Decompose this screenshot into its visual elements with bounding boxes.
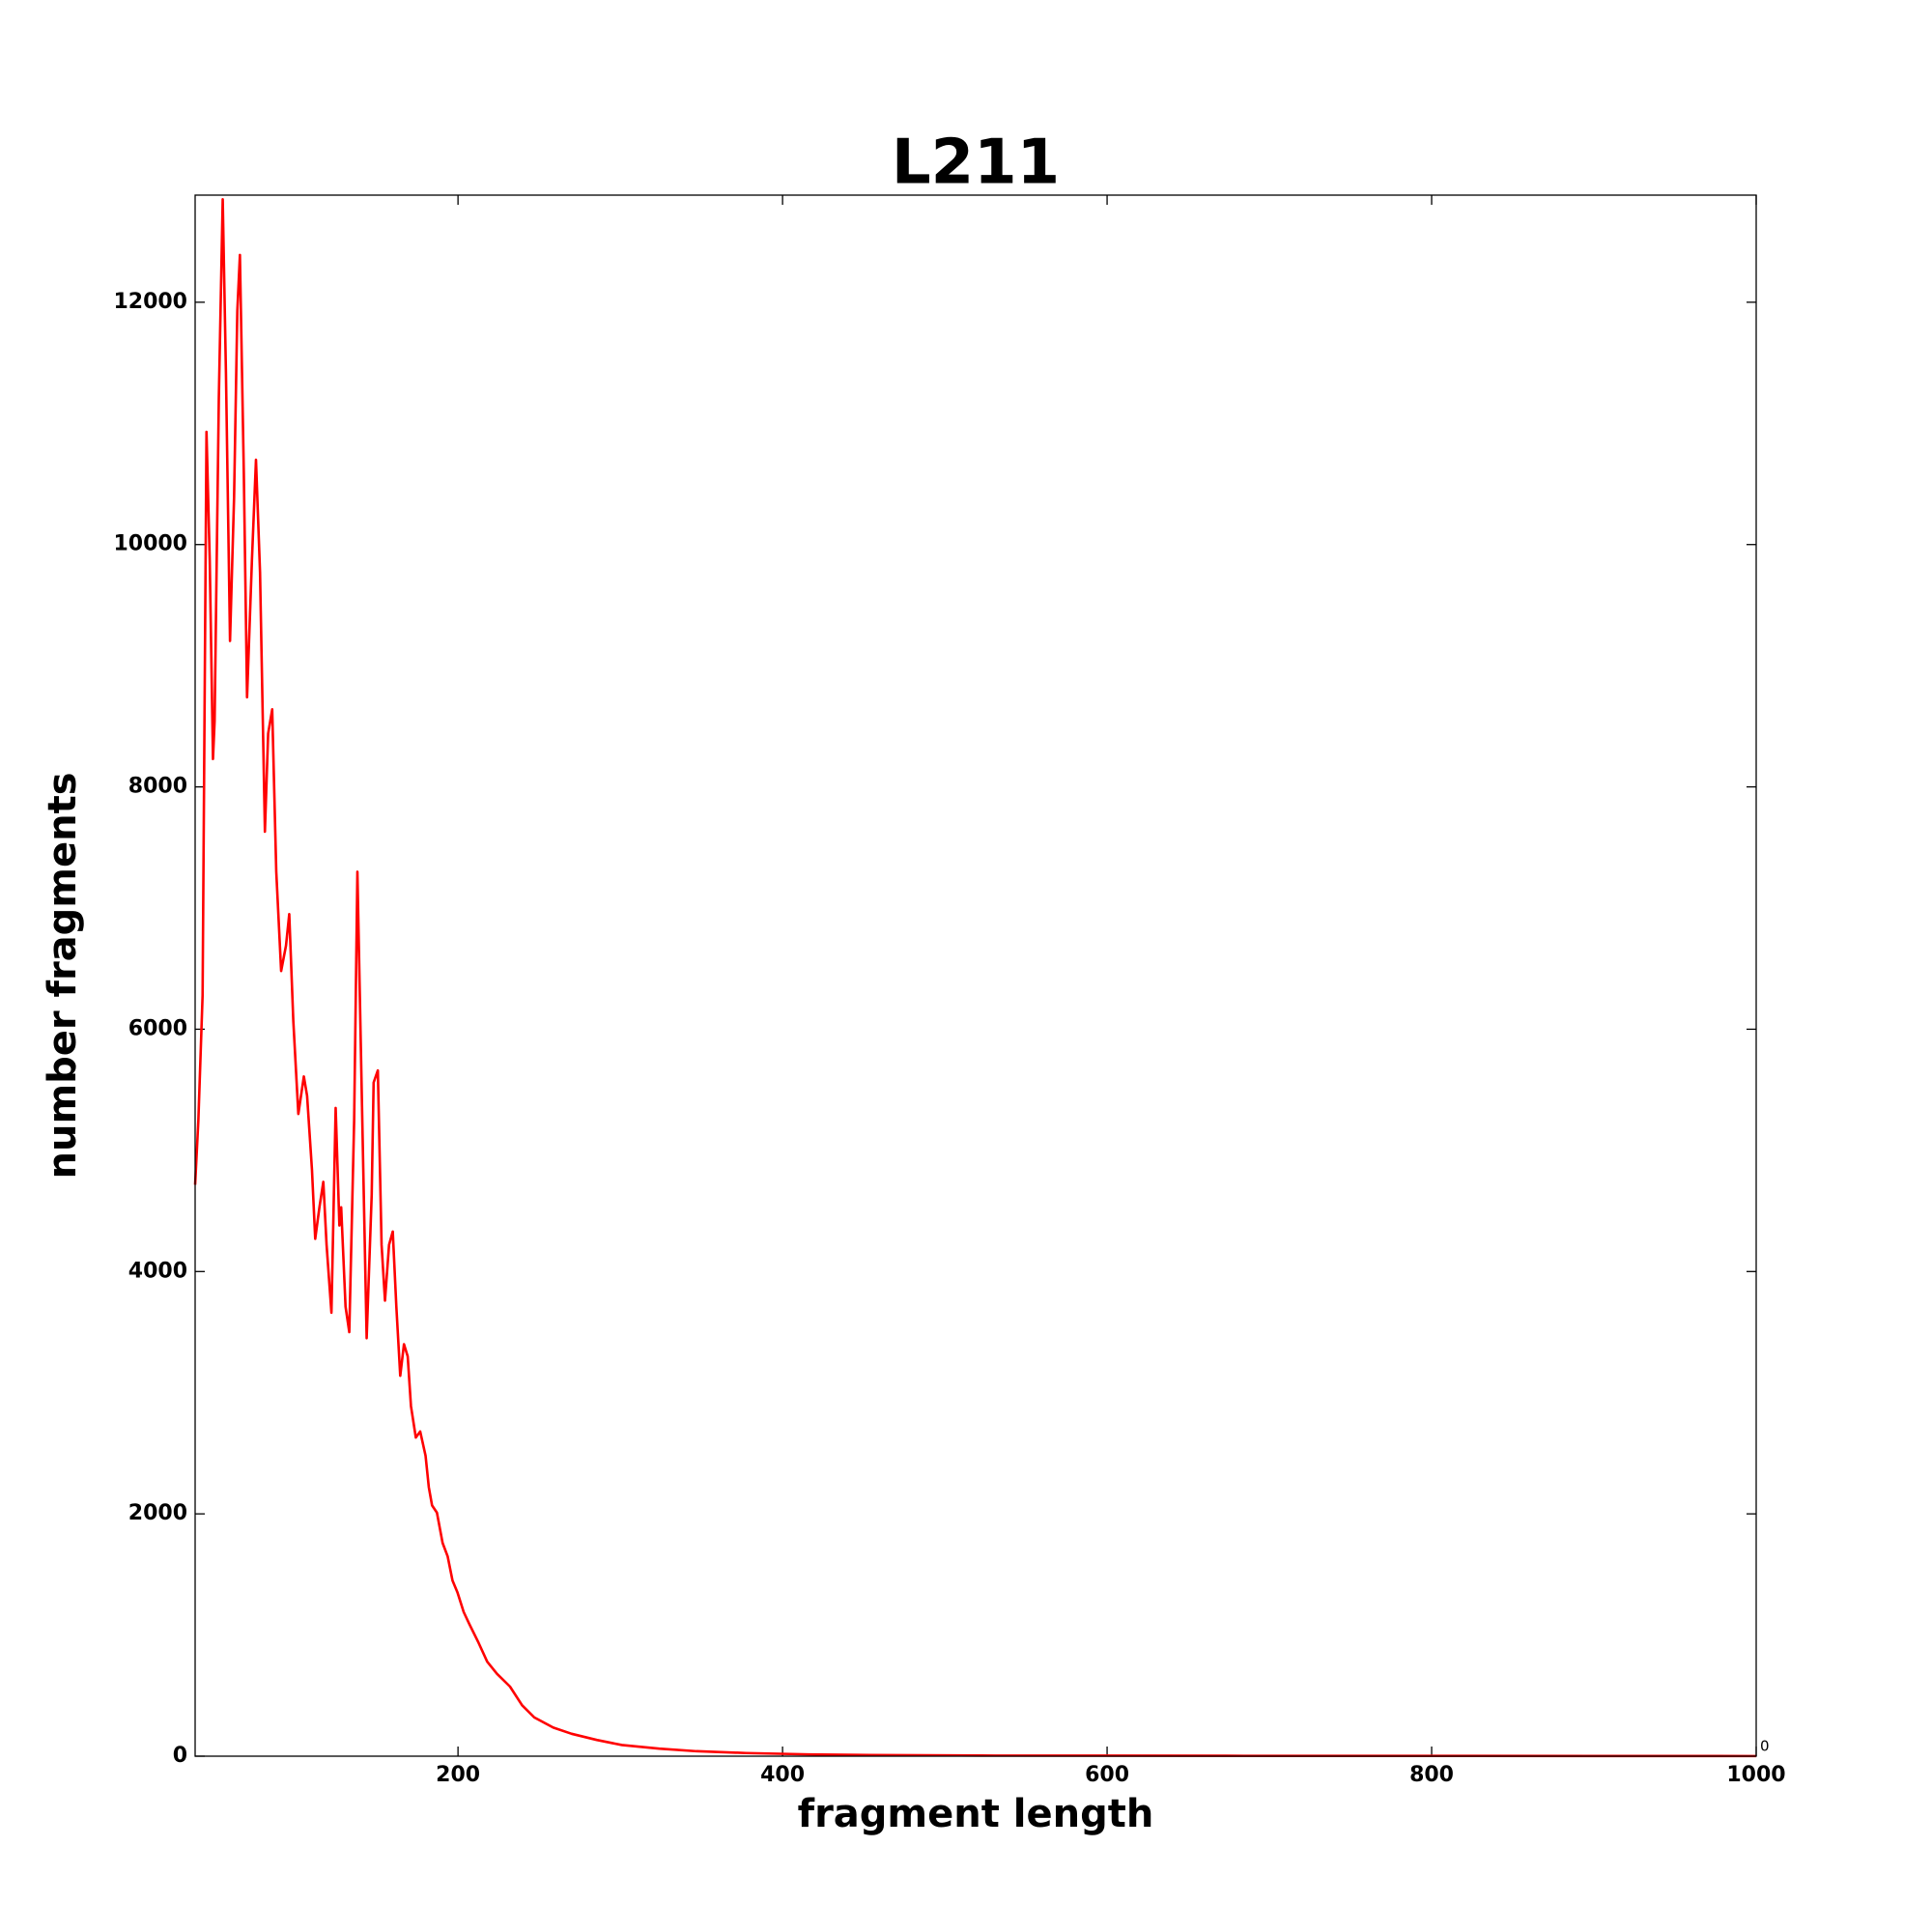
y-tick-label: 4000 bbox=[128, 1259, 187, 1283]
y-axis-label: number fragments bbox=[41, 772, 85, 1179]
x-tick-label: 400 bbox=[760, 1763, 805, 1787]
x-axis-label: fragment length bbox=[798, 1792, 1154, 1836]
y-tick-label: 2000 bbox=[128, 1501, 187, 1525]
y-tick-label: 6000 bbox=[128, 1016, 187, 1040]
data-line bbox=[193, 197, 1757, 1758]
x-tick-label: 600 bbox=[1085, 1763, 1129, 1787]
y-tick-label: 0 bbox=[173, 1744, 187, 1768]
annotation: 0 bbox=[1760, 1738, 1770, 1755]
y-tick-label: 10000 bbox=[113, 532, 187, 556]
x-tick-label: 800 bbox=[1409, 1763, 1454, 1787]
y-tick-label: 12000 bbox=[113, 290, 187, 314]
chart-title: L211 bbox=[892, 128, 1060, 199]
y-tick-label: 8000 bbox=[128, 775, 187, 799]
x-tick-label: 200 bbox=[436, 1763, 480, 1787]
plot-frame bbox=[194, 194, 1757, 1757]
x-tick-label: 1000 bbox=[1726, 1763, 1785, 1787]
